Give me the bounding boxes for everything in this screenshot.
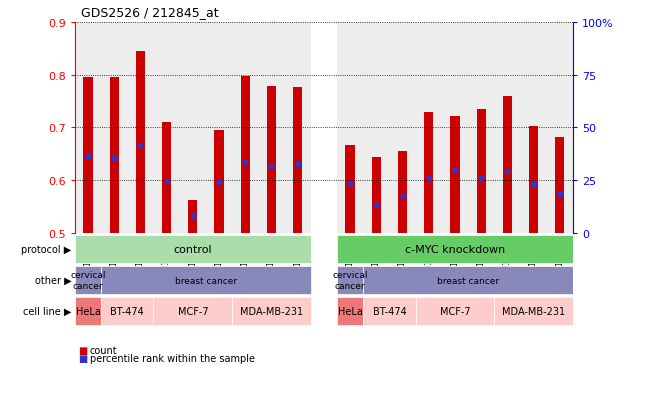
Text: HeLa: HeLa (76, 306, 100, 316)
Text: MDA-MB-231: MDA-MB-231 (502, 306, 565, 316)
Text: count: count (90, 345, 117, 355)
Text: ■: ■ (78, 354, 87, 363)
Bar (128, 23, 154, 233)
Bar (337, 297, 363, 326)
Bar (468, 23, 494, 233)
Bar (363, 23, 389, 233)
Bar (214, 131, 223, 233)
Text: MDA-MB-231: MDA-MB-231 (240, 306, 303, 316)
Text: c-MYC knockdown: c-MYC knockdown (405, 244, 505, 254)
Bar (232, 297, 311, 326)
Bar (311, 23, 337, 233)
Bar (337, 266, 363, 295)
Bar (363, 297, 415, 326)
Text: percentile rank within the sample: percentile rank within the sample (90, 354, 255, 363)
Text: protocol ▶: protocol ▶ (21, 244, 72, 254)
Bar (372, 157, 381, 233)
Bar (442, 23, 468, 233)
Bar (284, 23, 311, 233)
Bar (136, 52, 145, 233)
Text: ■: ■ (78, 345, 87, 355)
Text: cell line ▶: cell line ▶ (23, 306, 72, 316)
Text: breast cancer: breast cancer (437, 276, 499, 285)
Bar (258, 23, 284, 233)
Bar (154, 23, 180, 233)
Text: control: control (174, 244, 212, 254)
Bar (75, 235, 311, 264)
Bar (503, 97, 512, 233)
Bar (520, 23, 547, 233)
Bar (293, 88, 302, 233)
Bar (398, 152, 407, 233)
Bar (180, 23, 206, 233)
Bar (346, 145, 355, 233)
Text: MCF-7: MCF-7 (439, 306, 470, 316)
Bar (415, 23, 442, 233)
Bar (424, 112, 434, 233)
Bar (75, 23, 101, 233)
Bar (389, 23, 415, 233)
Bar (83, 78, 92, 233)
Bar (363, 266, 573, 295)
Bar (188, 201, 197, 233)
Bar (109, 78, 118, 233)
Bar (337, 235, 573, 264)
Text: BT-474: BT-474 (111, 306, 144, 316)
Text: breast cancer: breast cancer (175, 276, 237, 285)
Bar (267, 86, 276, 233)
Text: BT-474: BT-474 (372, 306, 406, 316)
Bar (241, 77, 250, 233)
Text: cervical
cancer: cervical cancer (70, 271, 105, 290)
Bar (75, 266, 101, 295)
Text: HeLa: HeLa (338, 306, 363, 316)
Text: MCF-7: MCF-7 (178, 306, 208, 316)
Bar (494, 297, 573, 326)
Bar (232, 23, 258, 233)
Bar (101, 23, 128, 233)
Bar (494, 23, 520, 233)
Bar (75, 297, 101, 326)
Text: cervical
cancer: cervical cancer (332, 271, 368, 290)
Bar (477, 109, 486, 233)
Bar (101, 266, 311, 295)
Bar (101, 297, 154, 326)
Text: other ▶: other ▶ (35, 275, 72, 285)
Bar (337, 23, 363, 233)
Bar (555, 138, 564, 233)
Bar (547, 23, 573, 233)
Bar (206, 23, 232, 233)
Text: GDS2526 / 212845_at: GDS2526 / 212845_at (81, 6, 219, 19)
Bar (529, 127, 538, 233)
Bar (154, 297, 232, 326)
Bar (162, 123, 171, 233)
Bar (415, 297, 494, 326)
Bar (450, 116, 460, 233)
